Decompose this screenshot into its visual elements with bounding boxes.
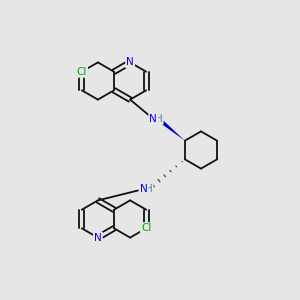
Text: H: H (145, 184, 152, 194)
Text: Cl: Cl (141, 223, 152, 233)
Text: Cl: Cl (76, 67, 87, 77)
Text: N: N (140, 184, 147, 194)
Text: H: H (155, 114, 163, 124)
Text: N: N (126, 57, 134, 68)
Text: N: N (94, 232, 102, 243)
Text: N: N (149, 114, 157, 124)
Polygon shape (159, 118, 185, 141)
